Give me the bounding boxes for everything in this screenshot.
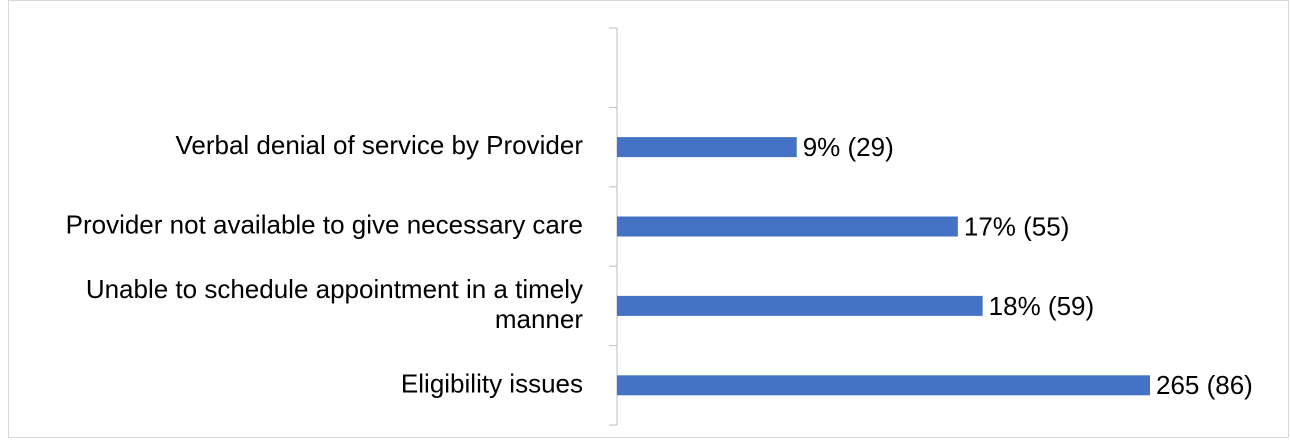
bar — [617, 295, 983, 316]
y-tick-label: Provider not available to give necessary… — [66, 209, 583, 239]
y-tick-label: Unable to schedule appointment in a time… — [86, 274, 584, 334]
data-label: 18% (59) — [989, 291, 1095, 321]
data-label: 9% (29) — [803, 132, 894, 162]
data-label: 17% (55) — [964, 211, 1070, 241]
bar — [617, 375, 1150, 396]
y-tick-label: Eligibility issues — [401, 368, 583, 398]
bar — [617, 216, 958, 237]
data-label: 265 (86) — [1156, 370, 1253, 400]
y-tick-label: Verbal denial of service by Provider — [175, 130, 583, 160]
bar — [617, 137, 797, 158]
